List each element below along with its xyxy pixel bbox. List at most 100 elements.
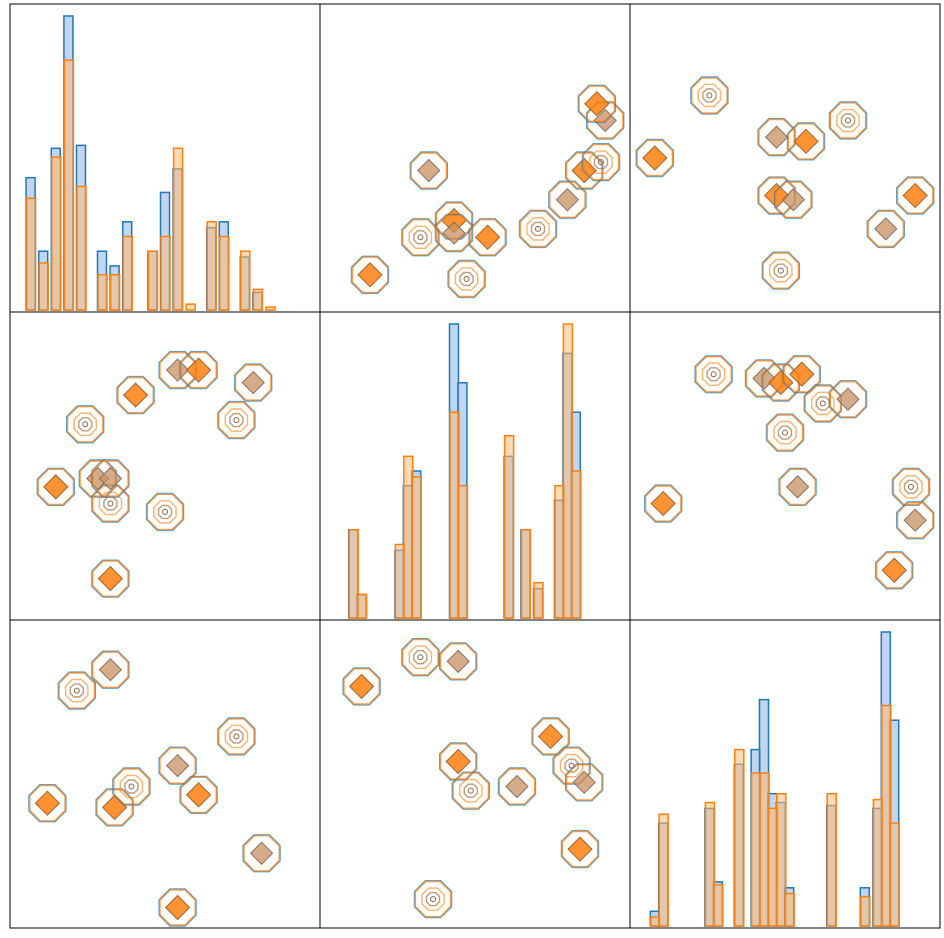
- contour-ring: [875, 551, 914, 590]
- density-core: [249, 841, 274, 865]
- contour-ring: [582, 143, 620, 181]
- density-cluster: [875, 551, 914, 590]
- contour-ring: [565, 764, 603, 801]
- contour-ring: [242, 834, 281, 873]
- density-peak: [430, 896, 436, 903]
- contour-ring: [65, 405, 105, 444]
- contour-ring: [73, 412, 98, 437]
- density-core: [474, 224, 501, 250]
- hist-bar-b: [206, 221, 217, 311]
- contour-ring: [58, 672, 96, 709]
- panel-row2-col1: [9, 311, 321, 621]
- contour-ring: [158, 350, 197, 390]
- density-cluster: [694, 355, 733, 394]
- hist-bar-b: [784, 892, 795, 927]
- hist-bar-b: [713, 884, 724, 927]
- contour-ring: [92, 460, 129, 497]
- density-core: [505, 774, 529, 799]
- contour-ring: [519, 210, 557, 248]
- contour-ring: [701, 362, 726, 386]
- density-cluster: [179, 775, 218, 814]
- contour-ring: [112, 767, 151, 806]
- density-peak: [417, 234, 424, 241]
- density-core: [642, 145, 668, 171]
- contour-ring: [342, 667, 381, 706]
- contour-ring: [786, 122, 826, 161]
- hist-bar-b: [51, 156, 62, 311]
- panel-row3-col2: [319, 619, 631, 929]
- contour-ring: [91, 459, 130, 498]
- contour-ring: [896, 177, 934, 214]
- panel-row2-col2: [319, 311, 631, 621]
- hist-bar-b: [457, 484, 469, 619]
- contour-ring: [782, 355, 821, 394]
- density-core: [34, 790, 61, 816]
- hist-bar-b: [503, 434, 515, 619]
- contour-ring: [77, 417, 93, 432]
- density-cluster: [581, 142, 621, 182]
- density-cluster: [560, 829, 600, 869]
- hist-bar-b: [826, 792, 837, 927]
- density-cluster: [439, 742, 478, 781]
- contour-ring: [518, 209, 558, 249]
- density-cluster: [757, 117, 796, 157]
- contour-ring: [103, 496, 118, 511]
- density-cluster: [217, 400, 256, 440]
- density-peak: [467, 787, 474, 794]
- density-core: [348, 673, 375, 700]
- density-cluster: [577, 84, 616, 123]
- contour-ring: [113, 768, 150, 805]
- density-peak: [908, 483, 914, 490]
- contour-ring: [644, 484, 683, 523]
- contour-ring: [586, 102, 624, 139]
- density-cluster: [409, 151, 448, 190]
- contour-ring: [217, 400, 256, 440]
- contour-ring: [95, 788, 134, 827]
- contour-ring: [402, 218, 439, 256]
- density-cluster: [434, 213, 474, 253]
- contour-ring: [64, 678, 89, 703]
- density-peak: [598, 159, 604, 166]
- panel-row2-col3: [629, 311, 941, 621]
- density-core: [101, 794, 128, 821]
- density-core: [165, 358, 190, 382]
- contour-ring: [343, 668, 380, 705]
- contour-ring: [180, 351, 217, 389]
- density-core: [417, 158, 441, 183]
- contour-ring: [804, 385, 842, 422]
- hist-bar-b: [704, 801, 716, 927]
- contour-ring: [769, 258, 793, 283]
- hist-bar-b: [889, 822, 900, 927]
- contour-ring: [119, 774, 144, 799]
- density-core: [445, 748, 471, 775]
- hist-bar-b: [240, 250, 251, 311]
- density-core: [164, 894, 191, 921]
- hist-bar-b: [734, 748, 745, 927]
- contour-ring: [66, 406, 104, 443]
- contour-ring: [92, 651, 129, 688]
- density-peak: [782, 429, 788, 436]
- contour-ring: [777, 425, 793, 440]
- density-cluster: [242, 834, 281, 873]
- contour-ring: [783, 356, 821, 393]
- contour-ring: [497, 767, 537, 806]
- panel-row1-col3: [629, 3, 941, 313]
- contour-ring: [578, 85, 616, 123]
- contour-ring: [217, 717, 256, 756]
- contour-ring: [459, 778, 483, 803]
- density-core: [165, 753, 190, 778]
- contour-ring: [36, 467, 76, 506]
- contour-ring: [773, 263, 788, 278]
- density-cluster: [447, 259, 486, 299]
- contour-ring: [409, 151, 448, 190]
- contour-ring: [29, 784, 66, 822]
- density-cluster: [112, 767, 151, 806]
- contour-ring: [439, 742, 478, 781]
- contour-ring: [37, 468, 75, 506]
- density-core: [97, 565, 124, 592]
- contour-ring: [439, 743, 477, 780]
- contour-ring: [745, 360, 783, 397]
- density-peak: [845, 117, 851, 124]
- density-core: [764, 125, 789, 149]
